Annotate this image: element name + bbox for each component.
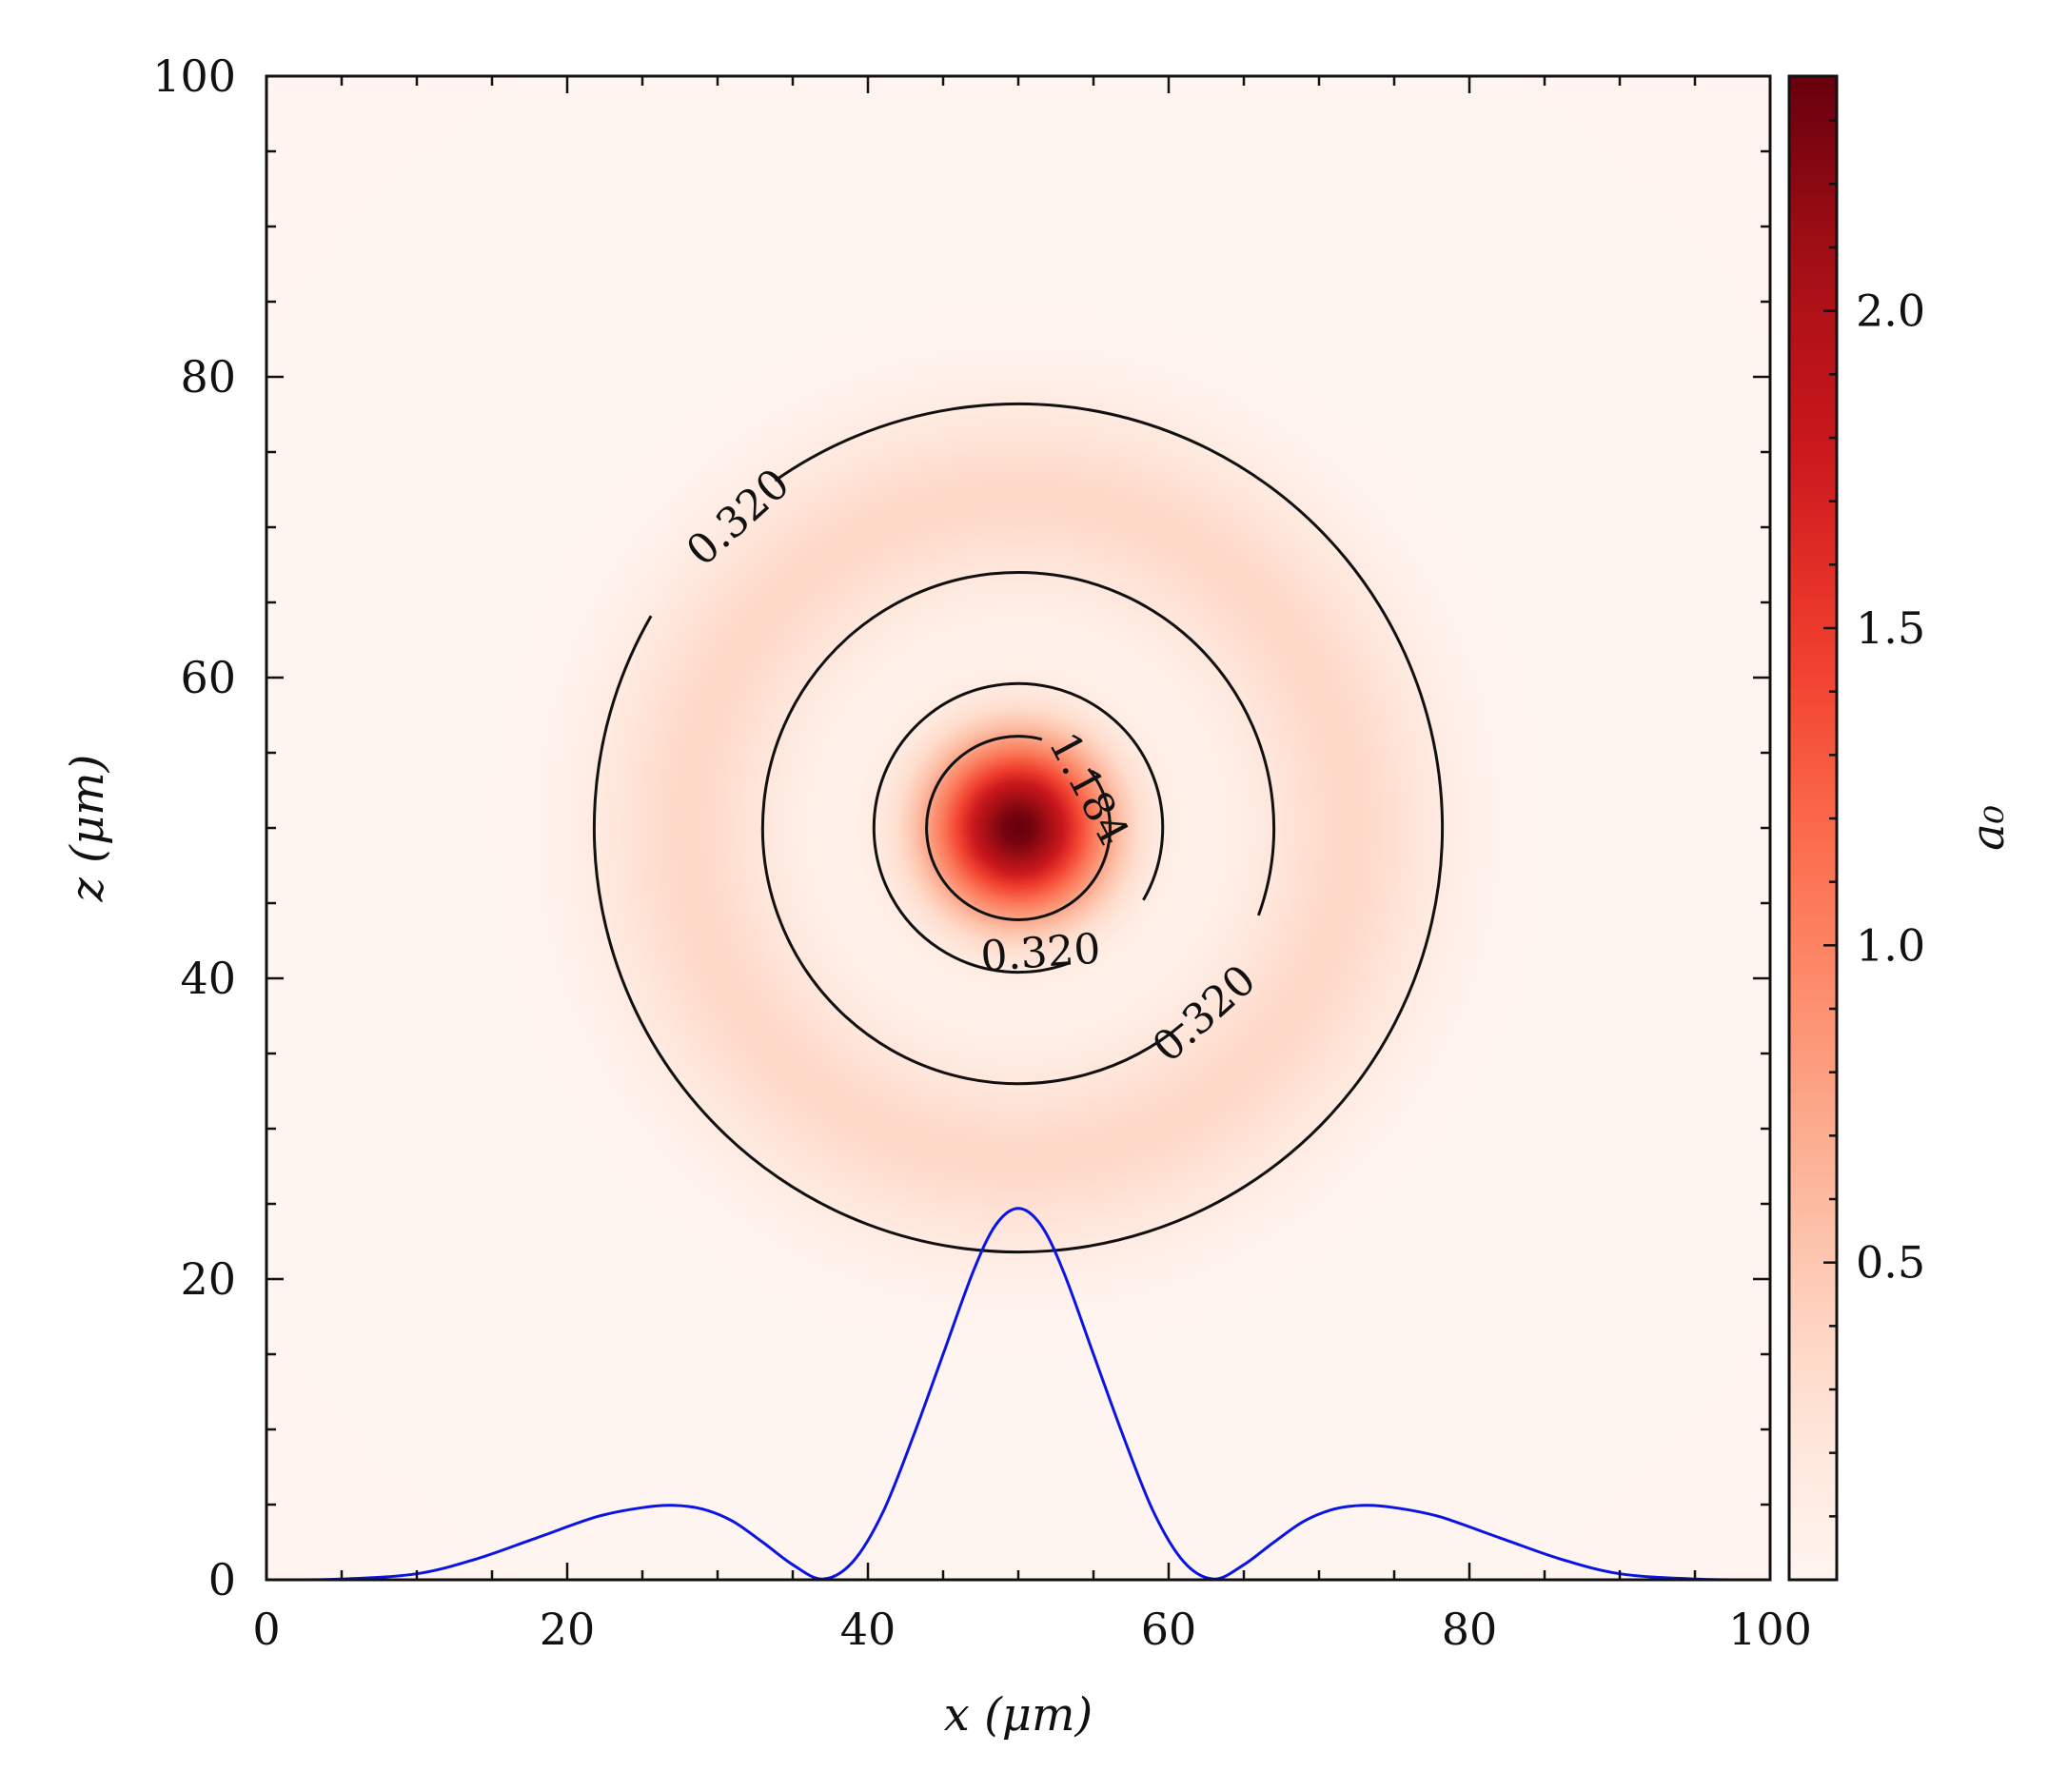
y-tick-label: 60: [180, 652, 236, 703]
lineout-curve: [266, 1207, 1771, 1582]
y-tick-label: 20: [180, 1253, 236, 1305]
colorbar-tick-label: 1.0: [1856, 919, 1925, 971]
y-tick-label: 100: [152, 50, 236, 102]
contour-line: [925, 735, 1112, 921]
x-tick-label: 0: [252, 1604, 280, 1655]
heatmap: [266, 76, 1770, 1580]
x-tick-label: 20: [540, 1604, 596, 1655]
colorbar-tick-label: 1.5: [1856, 602, 1925, 654]
y-tick-label: 80: [180, 351, 236, 403]
x-tick-label: 100: [1728, 1604, 1812, 1655]
colorbar-frame: [1787, 74, 1839, 1582]
x-tick-label: 60: [1141, 1604, 1197, 1655]
y-tick-label: 0: [208, 1554, 236, 1605]
colorbar-gradient: [1789, 76, 1837, 1580]
x-axis-title: x (μm): [944, 1688, 1093, 1742]
contour-label: 0.320: [979, 924, 1102, 981]
x-tick-label: 80: [1442, 1604, 1498, 1655]
colorbar-tick-labels: 0.5 1.0 1.5 2.0: [1856, 286, 1925, 1289]
heatmap-field: [266, 76, 1770, 1580]
x-tick-label: 40: [840, 1604, 896, 1655]
colorbar-title: a₀: [1961, 805, 2015, 851]
colorbar-ticks: [1823, 119, 1837, 1518]
contour-line: [592, 402, 1445, 1254]
colorbar: 0.5 1.0 1.5 2.0 a₀: [1787, 74, 2015, 1582]
contour-lines: [592, 402, 1445, 1254]
axis-ticks: [266, 76, 1770, 1580]
y-axis-title: z (μm): [61, 755, 114, 903]
colorbar-tick-label: 0.5: [1856, 1237, 1925, 1289]
colorbar-tick-label: 2.0: [1856, 286, 1925, 337]
x-tick-labels: 0 20 40 60 80 100: [252, 1604, 1812, 1655]
y-tick-labels: 0 20 40 60 80 100: [152, 50, 236, 1605]
y-tick-label: 40: [180, 953, 236, 1004]
contour-line: [872, 681, 1165, 975]
contour-line: [760, 571, 1276, 1086]
